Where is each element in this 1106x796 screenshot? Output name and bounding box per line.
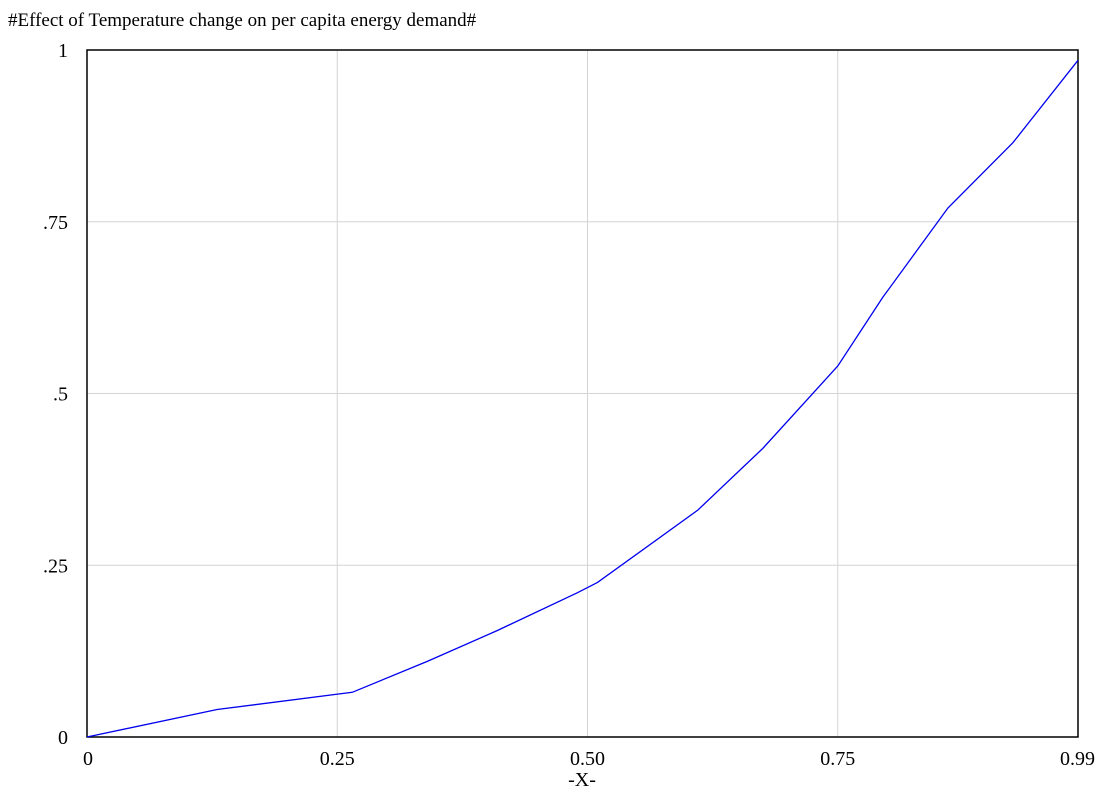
plot-frame (86, 49, 1079, 738)
x-tick-labels: 0 0.25 0.50 0.75 0.99 (83, 748, 1095, 770)
grid-lines (87, 50, 1078, 737)
x-tick-label: 0.25 (320, 748, 355, 770)
x-tick-label: 0.75 (820, 748, 855, 770)
x-tick-label: 0.99 (1060, 748, 1095, 770)
y-tick-labels: 0 .25 .5 .75 1 (43, 40, 68, 749)
y-tick-label: .75 (43, 212, 68, 234)
x-tick-label: 0.50 (570, 748, 605, 770)
series-layer (86, 59, 1079, 738)
y-tick-label: 0 (58, 727, 68, 749)
chart-title: #Effect of Temperature change on per cap… (8, 10, 477, 31)
y-tick-label: .25 (43, 555, 68, 577)
series-line (86, 59, 1079, 738)
y-tick-label: .5 (53, 384, 68, 406)
x-axis-label: -X- (568, 769, 596, 791)
x-tick-label: 0 (83, 748, 93, 770)
y-tick-label: 1 (58, 40, 68, 62)
